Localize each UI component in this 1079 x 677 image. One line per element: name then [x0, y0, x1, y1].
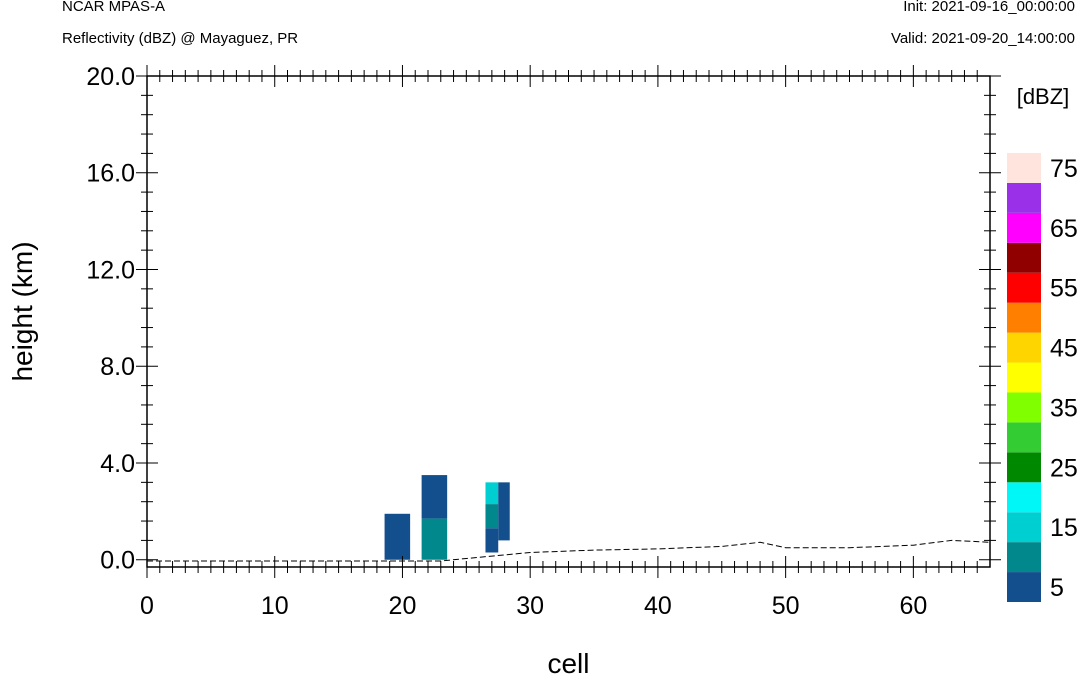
x-tick-label: 50 — [772, 592, 800, 620]
colorbar-tick-label: 75 — [1050, 155, 1078, 183]
y-axis-label: height (km) — [7, 241, 38, 381]
colorbar-tick-label: 15 — [1050, 514, 1078, 542]
reflectivity-cell — [485, 504, 499, 529]
x-tick-label: 40 — [644, 592, 672, 620]
y-tick-label: 0.0 — [100, 547, 135, 575]
field-subtitle: Reflectivity (dBZ) @ Mayaguez, PR — [62, 30, 299, 47]
reflectivity-cell — [498, 482, 510, 541]
reflectivity-cell — [485, 528, 499, 553]
colorbar-swatch — [1007, 422, 1041, 453]
y-tick-label: 8.0 — [100, 353, 135, 381]
colorbar-swatch — [1007, 242, 1041, 273]
x-axis-label: cell — [547, 648, 589, 677]
x-tick-label: 10 — [261, 592, 289, 620]
colorbar-tick-label: 65 — [1050, 215, 1078, 243]
model-title: NCAR MPAS-A — [62, 0, 166, 15]
colorbar-swatch — [1007, 302, 1041, 333]
colorbar-swatch — [1007, 572, 1041, 602]
x-tick-label: 60 — [899, 592, 927, 620]
x-tick-label: 0 — [140, 592, 154, 620]
colorbar-swatch — [1007, 392, 1041, 423]
reflectivity-cell — [485, 482, 499, 505]
colorbar-swatch — [1007, 542, 1041, 573]
colorbar-swatch — [1007, 182, 1041, 213]
y-tick-label: 4.0 — [100, 450, 135, 478]
reflectivity-cell — [421, 475, 448, 519]
valid-time: Valid: 2021-09-20_14:00:00 — [890, 30, 1075, 47]
reflectivity-cell — [421, 518, 448, 560]
x-tick-label: 20 — [389, 592, 417, 620]
reflectivity-cells — [384, 475, 510, 560]
y-tick-label: 16.0 — [86, 160, 135, 188]
axis-ticks — [136, 65, 1001, 578]
reflectivity-cell — [384, 513, 411, 560]
colorbar-tick-label: 45 — [1050, 335, 1078, 363]
colorbar-tick-label: 35 — [1050, 394, 1078, 422]
colorbar-tick-labels: 5 15 25 35 45 55 65 75 — [1050, 155, 1078, 602]
colorbar-swatch — [1007, 452, 1041, 483]
colorbar-swatch — [1007, 212, 1041, 243]
colorbar-tick-label: 5 — [1050, 574, 1064, 602]
colorbar-tick-label: 25 — [1050, 454, 1078, 482]
colorbar-swatch — [1007, 512, 1041, 543]
y-tick-labels: 0.0 4.0 8.0 12.0 16.0 20.0 — [86, 63, 135, 575]
colorbar-swatch — [1007, 482, 1041, 513]
terrain-line — [147, 539, 991, 562]
colorbar-swatch — [1007, 362, 1041, 393]
colorbar-swatch — [1007, 272, 1041, 303]
x-tick-labels: 0 10 20 30 40 50 60 — [140, 592, 927, 620]
y-tick-label: 12.0 — [86, 256, 135, 284]
x-tick-label: 30 — [516, 592, 544, 620]
colorbar-tick-label: 55 — [1050, 275, 1078, 303]
colorbar — [1007, 153, 1041, 602]
y-tick-label: 20.0 — [86, 63, 135, 91]
colorbar-unit-label: [dBZ] — [1017, 84, 1070, 109]
plot-frame — [146, 75, 991, 568]
colorbar-swatch — [1007, 332, 1041, 363]
colorbar-swatch — [1007, 153, 1041, 183]
init-time: Init: 2021-09-16_00:00:00 — [903, 0, 1075, 15]
